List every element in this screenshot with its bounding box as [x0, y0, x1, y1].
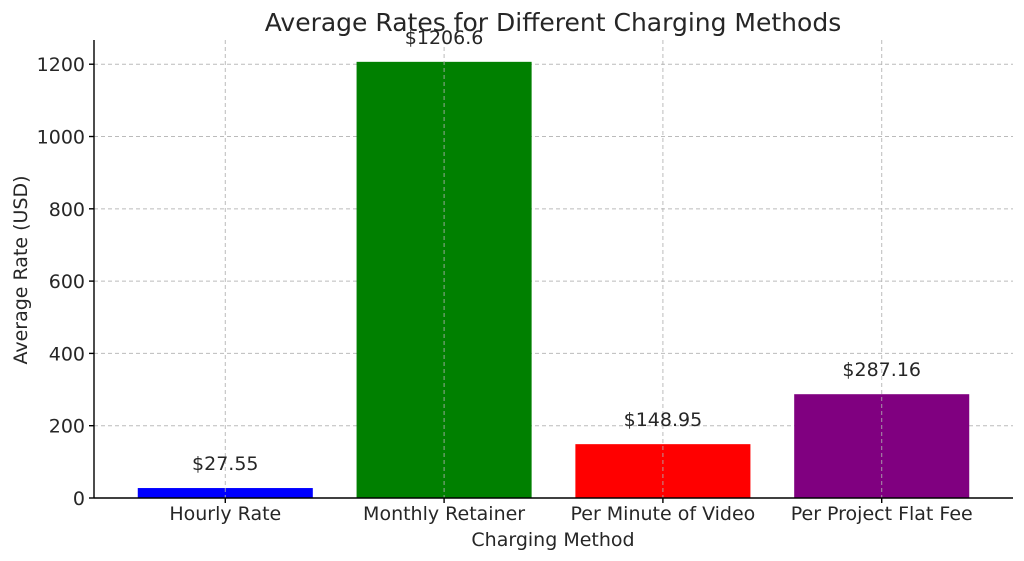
x-tick-label: Per Minute of Video — [570, 503, 755, 525]
data-label: $287.16 — [842, 359, 921, 381]
x-tick-label: Per Project Flat Fee — [791, 503, 973, 525]
data-label: $27.55 — [192, 453, 258, 475]
x-tick-label: Monthly Retainer — [363, 503, 525, 525]
y-tick-label: 200 — [49, 416, 85, 438]
y-tick-label: 400 — [49, 343, 85, 365]
y-axis-label: Average Rate (USD) — [10, 175, 32, 364]
y-tick-label: 600 — [49, 271, 85, 293]
y-tick-label: 1200 — [37, 54, 85, 76]
bars-layer — [138, 62, 969, 498]
x-tick-label: Hourly Rate — [169, 503, 281, 525]
data-label: $148.95 — [624, 409, 703, 431]
y-tick-label: 1000 — [37, 127, 85, 149]
chart-title: Average Rates for Different Charging Met… — [265, 8, 841, 37]
x-axis-label: Charging Method — [471, 529, 634, 551]
y-tick-label: 800 — [49, 199, 85, 221]
y-tick-label: 0 — [73, 488, 85, 510]
